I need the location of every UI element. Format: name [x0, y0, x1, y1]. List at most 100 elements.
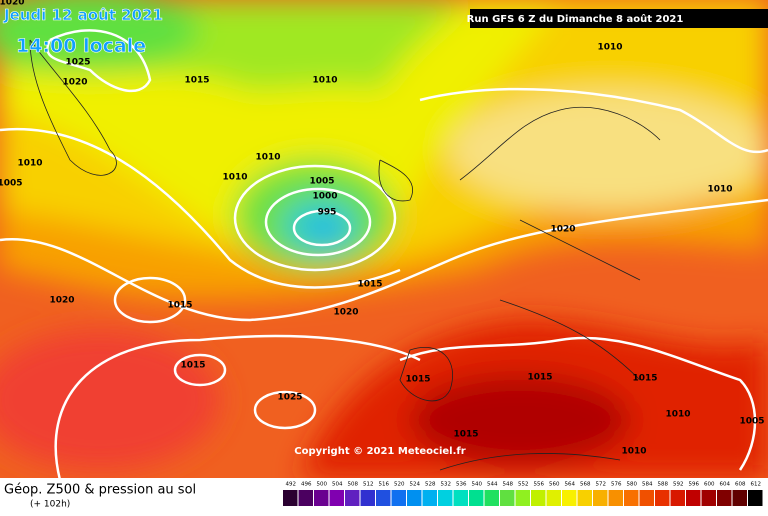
legend-swatch [655, 490, 670, 506]
legend-swatch [546, 490, 561, 506]
isobar-label: 1025 [277, 393, 302, 403]
legend-label: 548 [503, 482, 514, 488]
legend-label: 564 [565, 482, 576, 488]
legend-label: 504 [332, 482, 343, 488]
legend-swatch [686, 490, 701, 506]
isobar-labels: 1020 1025 1020 1015 1010 1010 1010 1005 1010 1010… [0, 0, 765, 457]
isobar-label: 1025 [65, 58, 90, 68]
copyright: Copyright © 2021 Meteociel.fr [294, 446, 465, 457]
legend-label: 496 [301, 482, 312, 488]
legend-swatch [422, 490, 437, 506]
legend-swatch [624, 490, 639, 506]
legend-swatch [453, 490, 468, 506]
isobar-label: 1015 [184, 76, 209, 86]
isobars [0, 29, 768, 481]
legend-label: 600 [704, 482, 715, 488]
isobar-label: 1010 [707, 185, 732, 195]
isobar-label: 1020 [49, 296, 74, 306]
legend-label: 568 [580, 482, 591, 488]
isobar-label: 1005 [739, 417, 764, 427]
legend-swatch [639, 490, 654, 506]
legend-swatch [469, 490, 484, 506]
isobar-label: 1000 [312, 192, 337, 202]
isobar-label: 1020 [62, 78, 87, 88]
legend-label: 532 [441, 482, 452, 488]
isobar-label: 1020 [550, 225, 575, 235]
legend-swatch [484, 490, 499, 506]
legend-label: 536 [456, 482, 467, 488]
coastlines [29, 39, 661, 471]
isobar-label: 1005 [309, 177, 334, 187]
legend-label: 552 [518, 482, 529, 488]
isobar-label: 1015 [357, 280, 382, 290]
legend-swatch [314, 490, 329, 506]
footer-title: Géop. Z500 & pression au sol [4, 483, 196, 498]
isobar-label: 1010 [255, 153, 280, 163]
isobar-label: 1015 [632, 374, 657, 384]
isobar-label: 1015 [180, 361, 205, 371]
footer-lead: (+ 102h) [30, 500, 70, 510]
legend-swatch [701, 490, 716, 506]
legend: 492 496 500 504 508 512 516 520 524 528 532 536 540 5… [283, 482, 763, 506]
legend-label: 512 [363, 482, 374, 488]
legend-label: 524 [410, 482, 421, 488]
legend-label: 572 [596, 482, 607, 488]
legend-swatch [608, 490, 623, 506]
legend-swatch [360, 490, 375, 506]
field [0, 0, 768, 478]
isobar-label: 1015 [167, 301, 192, 311]
legend-label: 608 [735, 482, 746, 488]
isobar-label: 1010 [621, 447, 646, 457]
legend-label: 592 [673, 482, 684, 488]
legend-swatch [577, 490, 592, 506]
legend-swatch [562, 490, 577, 506]
run-label: Run GFS 6 Z du Dimanche 8 août 2021 [467, 13, 684, 25]
legend-swatch [283, 490, 298, 506]
isobar-label: 995 [318, 208, 337, 218]
legend-swatch [391, 490, 406, 506]
legend-label: 560 [549, 482, 560, 488]
isobar-label: 1020 [0, 0, 25, 8]
isobar-label: 1015 [453, 430, 478, 440]
isobar-label: 1005 [0, 179, 23, 189]
legend-swatch [376, 490, 391, 506]
legend-swatch [515, 490, 530, 506]
legend-swatch [500, 490, 515, 506]
isobar-label: 1015 [405, 375, 430, 385]
run-box [470, 9, 768, 28]
legend-label: 492 [286, 482, 297, 488]
legend-label: 528 [425, 482, 436, 488]
isobar-label: 1010 [222, 173, 247, 183]
legend-label: 580 [627, 482, 638, 488]
legend-label: 544 [487, 482, 498, 488]
legend-label: 588 [658, 482, 669, 488]
legend-label: 596 [689, 482, 700, 488]
legend-label: 500 [317, 482, 328, 488]
legend-swatch [329, 490, 344, 506]
isobar-label: 1010 [312, 76, 337, 86]
isobar-label: 1015 [527, 373, 552, 383]
legend-swatch [345, 490, 360, 506]
legend-swatch [438, 490, 453, 506]
legend-swatch [670, 490, 685, 506]
legend-label: 556 [534, 482, 545, 488]
legend-label: 516 [379, 482, 390, 488]
legend-swatch [407, 490, 422, 506]
isobar-label: 1020 [333, 308, 358, 318]
time-label: 14:00 locale [16, 35, 146, 57]
isobar-label: 1010 [665, 410, 690, 420]
isobar-label: 1010 [597, 43, 622, 53]
legend-label: 576 [611, 482, 622, 488]
legend-label: 612 [751, 482, 762, 488]
legend-label: 508 [348, 482, 359, 488]
legend-label: 540 [472, 482, 483, 488]
legend-swatch [732, 490, 747, 506]
legend-swatch [748, 490, 763, 506]
isobar-label: 1010 [17, 159, 42, 169]
legend-swatch [717, 490, 732, 506]
legend-swatch [531, 490, 546, 506]
legend-label: 604 [720, 482, 731, 488]
legend-label: 520 [394, 482, 405, 488]
